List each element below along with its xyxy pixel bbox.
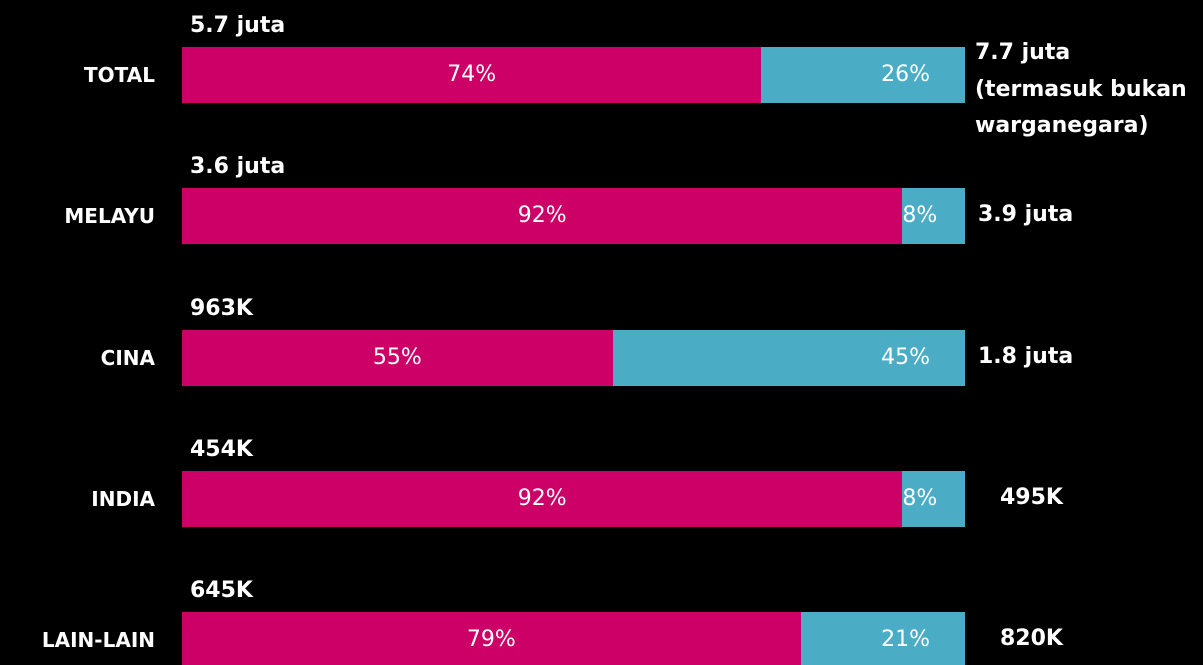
bar-segment [800, 612, 965, 665]
value-label: 92% [517, 485, 567, 511]
right-annotation: 3.9 juta [978, 202, 1074, 228]
left-annotation: 454K [190, 436, 253, 462]
value-label: 74% [447, 62, 497, 87]
category-label: CINA [100, 345, 155, 370]
value-label: 79% [466, 627, 516, 653]
value-label: 8% [902, 485, 938, 511]
right-annotation: 820K [1000, 626, 1063, 652]
bar-segment [182, 329, 613, 386]
category-label: INDIA [91, 486, 155, 511]
bar-segment [902, 470, 965, 527]
category-label: MELAYU [64, 204, 155, 229]
value-label: 55% [372, 344, 422, 370]
bar-segment [761, 47, 965, 103]
bar-segment [182, 470, 903, 527]
bar-segment [902, 188, 965, 245]
bar-segment [182, 612, 801, 665]
value-label: 92% [517, 203, 567, 229]
left-annotation: 3.6 juta [190, 154, 286, 180]
category-label: LAIN-LAIN [41, 628, 155, 653]
value-label: 8% [902, 203, 938, 229]
left-annotation: 5.7 juta [190, 13, 286, 38]
right-annotation: 7.7 juta (termasuk bukan warganegara) [975, 40, 1187, 138]
bar-segment [182, 47, 762, 103]
value-label: 21% [881, 627, 930, 653]
right-annotation: 495K [1000, 484, 1063, 510]
bar-segment [182, 188, 903, 245]
category-label: TOTAL [84, 63, 155, 87]
left-annotation: 963K [190, 295, 253, 321]
bar-segment [612, 329, 965, 386]
value-label: 45% [881, 344, 930, 370]
value-label: 26% [881, 62, 930, 87]
left-annotation: 645K [190, 578, 253, 604]
right-annotation: 1.8 juta [978, 343, 1074, 369]
